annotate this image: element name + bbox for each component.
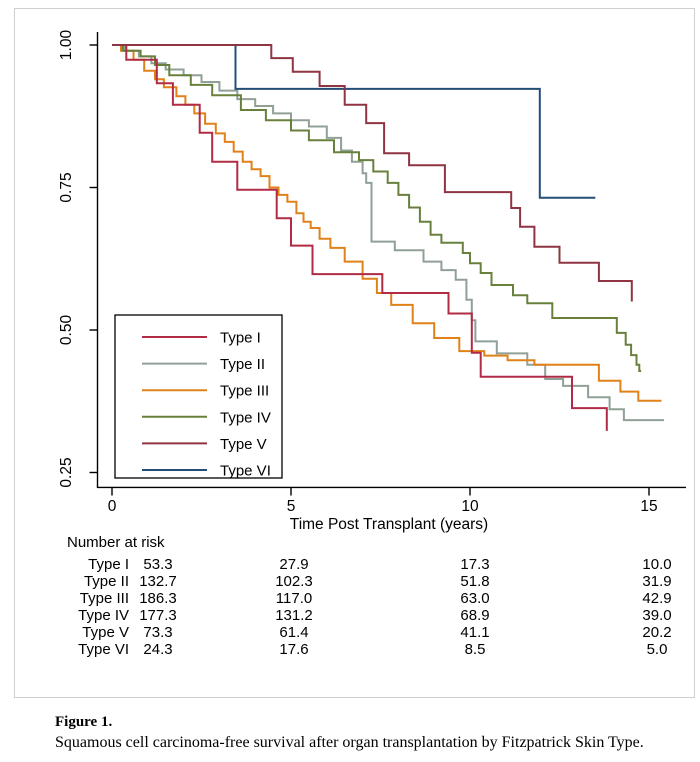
risk-row-label-type-iv: Type IV (78, 607, 129, 624)
figure-caption: Figure 1. Squamous cell carcinoma-free s… (55, 712, 675, 753)
legend-box (114, 314, 283, 479)
risk-value-type-iii-t10: 63.0 (460, 590, 490, 607)
legend-label-type-iv: Type IV (220, 409, 271, 426)
risk-value-type-vi-t15: 5.0 (646, 641, 668, 658)
risk-value-type-ii-t15: 31.9 (642, 573, 672, 590)
curve-type-vi (112, 44, 596, 199)
curve-type-v (112, 44, 633, 302)
curve-type-ii (112, 44, 664, 422)
risk-value-type-i-t15: 10.0 (642, 556, 672, 573)
risk-value-type-i-t10: 17.3 (460, 556, 490, 573)
y-tick-label: 0.50 (58, 315, 75, 346)
figure-caption-label: Figure 1. (55, 714, 113, 730)
risk-row-label-type-iii: Type III (79, 590, 129, 607)
legend-label-type-i: Type I (220, 330, 261, 347)
risk-row-label-type-ii: Type II (83, 573, 129, 590)
x-axis-title: Time Post Transplant (years) (290, 516, 488, 533)
risk-row-label-type-i: Type I (88, 556, 129, 573)
risk-value-type-iii-t0: 186.3 (139, 590, 177, 607)
risk-value-type-v-t5: 61.4 (279, 624, 309, 641)
x-tick-label: 5 (287, 498, 296, 515)
legend-label-type-iii: Type III (220, 383, 269, 400)
y-tick-label: 0.75 (58, 172, 75, 202)
risk-value-type-iv-t0: 177.3 (139, 607, 177, 624)
risk-value-type-ii-t5: 102.3 (275, 573, 313, 590)
risk-value-type-ii-t10: 51.8 (460, 573, 490, 590)
risk-value-type-i-t0: 53.3 (143, 556, 173, 573)
figure-caption-text: Squamous cell carcinoma-free survival af… (55, 734, 644, 751)
risk-value-type-v-t0: 73.3 (143, 624, 173, 641)
legend-label-type-v: Type V (220, 436, 267, 453)
y-tick-label: 1.00 (58, 30, 75, 61)
risk-value-type-vi-t5: 17.6 (279, 641, 309, 658)
risk-value-type-i-t5: 27.9 (279, 556, 309, 573)
risk-value-type-iv-t15: 39.0 (642, 607, 672, 624)
risk-value-type-iv-t5: 131.2 (275, 607, 313, 624)
risk-value-type-iii-t15: 42.9 (642, 590, 672, 607)
km-survival-chart: 1.00 0.75 0.50 0.25 0 5 10 15 Time Post Transpla… (58, 30, 686, 533)
curve-type-iv (112, 44, 642, 372)
legend-label-type-vi: Type VI (220, 463, 271, 480)
curve-type-iii (112, 44, 662, 402)
risk-value-type-ii-t0: 132.7 (139, 573, 177, 590)
risk-table-heading: Number at risk (67, 534, 165, 551)
risk-value-type-iii-t5: 117.0 (275, 590, 313, 607)
x-tick-label: 0 (108, 498, 117, 515)
risk-row-label-type-v: Type V (82, 624, 129, 641)
risk-value-type-iv-t10: 68.9 (460, 607, 490, 624)
y-tick-label: 0.25 (58, 457, 75, 487)
x-tick-label: 15 (640, 498, 657, 515)
risk-value-type-vi-t10: 8.5 (464, 641, 486, 658)
risk-value-type-vi-t0: 24.3 (143, 641, 173, 658)
risk-value-type-v-t10: 41.1 (460, 624, 490, 641)
curve-type-i (112, 44, 608, 431)
legend-label-type-ii: Type II (220, 356, 265, 373)
risk-value-type-v-t15: 20.2 (642, 624, 672, 641)
x-tick-label: 10 (461, 498, 479, 515)
risk-row-label-type-vi: Type VI (78, 641, 129, 658)
